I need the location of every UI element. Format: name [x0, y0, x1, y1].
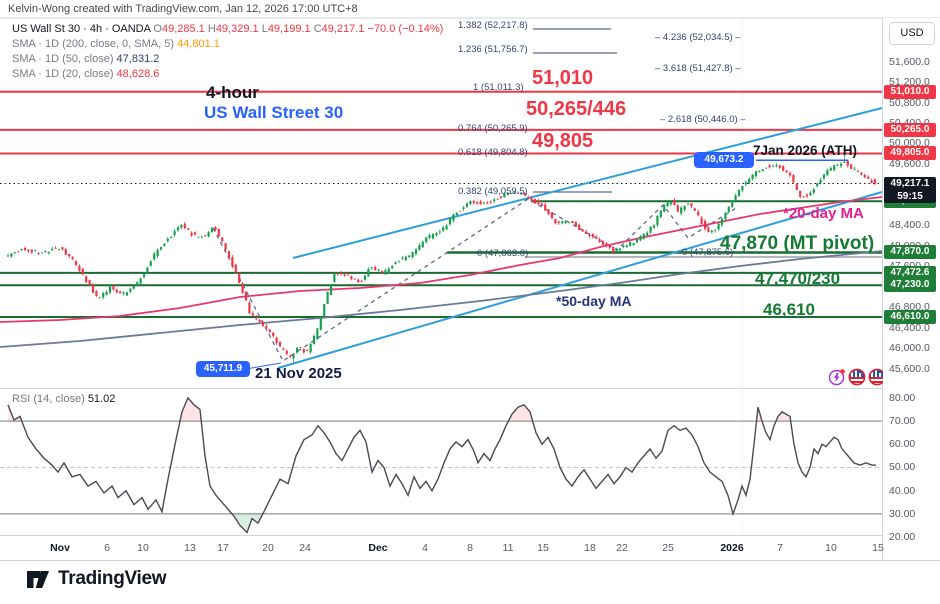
annotation-ath-note[interactable]: 7Jan 2026 (ATH) [753, 143, 858, 158]
reaction-bolt-icon[interactable] [828, 368, 846, 386]
time-tick: 7 [777, 542, 783, 554]
fib-level-label: 1.382 (52,217.8) [458, 20, 528, 31]
price-tick: 46,000.0 [889, 342, 930, 355]
fib-level-label: 0.382 (49,059.5) [458, 186, 528, 197]
time-tick: 25 [662, 542, 674, 554]
legend-segment: SMA · 1D (50, close) [12, 53, 117, 65]
time-tick: 18 [584, 542, 596, 554]
time-tick: 10 [825, 542, 837, 554]
legend-segment: 44,801.1 [177, 38, 220, 50]
price-tick: 45,600.0 [889, 362, 930, 375]
annotation-level-46610[interactable]: 46,610 [763, 300, 815, 319]
fib-level-label: 0 (47,863.0) [477, 248, 529, 259]
time-tick: 2026 [720, 542, 744, 554]
tradingview-logo-mark [27, 571, 49, 588]
time-tick: 8 [467, 542, 473, 554]
rsi-tick: 20.00 [889, 531, 916, 544]
rsi-tick: 60.00 [889, 438, 916, 451]
price-axis[interactable]: USD 51,600.051,200.050,800.050,400.050,0… [883, 18, 940, 560]
fib-level-label: 0 (47,875.6) [682, 247, 734, 258]
annotation-pivot-note[interactable]: 47,870 (MT pivot) [720, 233, 875, 254]
price-tick: 51,600.0 [889, 55, 930, 68]
level-badge-red: 49,805.0 [884, 146, 936, 161]
legend-segment: 49,199.1 [267, 23, 314, 35]
time-tick: 17 [217, 542, 229, 554]
legend-segment: SMA · 1D (20, close) [12, 68, 117, 80]
symbol-legend[interactable]: US Wall St 30 · 4h · OANDA O49,285.1 H49… [12, 22, 443, 82]
time-tick: 10 [137, 542, 149, 554]
rsi-tick: 30.00 [889, 507, 916, 520]
level-badge-green: 47,230.0 [884, 278, 936, 293]
rsi-legend[interactable]: RSI (14, close) 51.02 [12, 393, 115, 405]
fib-level-label: – 4.236 (52,034.5) – [655, 32, 741, 43]
price-tick: 48,400.0 [889, 219, 930, 232]
fib-level-label: – 3.618 (51,427.8) – [655, 63, 741, 74]
time-tick: 15 [537, 542, 549, 554]
legend-segment: −70.0 (−0.14%) [367, 23, 444, 35]
swing-low-badge[interactable]: 45,711.9 [196, 361, 250, 377]
time-tick: Nov [50, 542, 70, 554]
legend-segment: RSI (14, close) [12, 393, 88, 405]
rsi-tick: 40.00 [889, 484, 916, 497]
legend-segment: 49,329.1 [215, 23, 262, 35]
annotation-timeframe-note[interactable]: 4-hour [206, 83, 259, 102]
level-badge-green: 46,610.0 [884, 309, 936, 324]
attribution-text: Kelvin-Wong created with TradingView.com… [8, 3, 358, 15]
level-badge-green: 47,870.0 [884, 245, 936, 260]
rsi-tick: 70.00 [889, 415, 916, 428]
annotation-ma20-note[interactable]: *20-day MA [783, 205, 864, 222]
time-tick: 24 [299, 542, 311, 554]
time-tick: 20 [262, 542, 274, 554]
annotation-level-49805[interactable]: 49,805 [532, 130, 594, 152]
price-tick: 49,600.0 [889, 157, 930, 170]
time-tick: 22 [616, 542, 628, 554]
level-badge-red: 51,010.0 [884, 84, 936, 99]
annotation-level-47470[interactable]: 47,470/230 [755, 269, 841, 288]
time-tick: Dec [368, 542, 388, 554]
legend-segment: 49,217.1 [321, 23, 368, 35]
price-tick: 46,400.0 [889, 321, 930, 334]
fib-level-label: 1.236 (51,756.7) [458, 44, 528, 55]
fib-level-label: 0.618 (49,804.8) [458, 147, 528, 158]
time-tick: 4 [422, 542, 428, 554]
rsi-tick: 80.00 [889, 391, 916, 404]
currency-button[interactable]: USD [889, 22, 935, 45]
legend-segment: US Wall St 30 · 4h · OANDA [12, 23, 154, 35]
ath-ray-badge[interactable]: 49,673.2 [694, 152, 754, 168]
legend-segment: C [313, 23, 322, 35]
tradingview-logo[interactable]: TradingView [26, 567, 167, 591]
level-badge-green: 47,472.6 [884, 265, 936, 280]
annotation-low-date-note[interactable]: 21 Nov 2025 [255, 365, 342, 382]
legend-segment: 47,831.2 [116, 53, 160, 65]
current-price-badge: 49,217.1 59:15 [884, 176, 936, 203]
annotation-level-51010[interactable]: 51,010 [532, 67, 594, 89]
legend-segment: SMA · 1D (200, close, 0, SMA, 5) [12, 38, 178, 50]
fib-level-label: 1 (51,011.3) [473, 82, 524, 93]
time-tick: 13 [184, 542, 196, 554]
legend-segment: 48,628.6 [116, 68, 160, 80]
fib-level-label: 0.764 (50,265.9) [458, 123, 528, 134]
time-tick: 6 [104, 542, 110, 554]
rsi-tick: 50.00 [889, 461, 916, 474]
annotation-ma50-note[interactable]: *50-day MA [556, 293, 632, 309]
reaction-icons [828, 368, 886, 386]
annotation-level-50265[interactable]: 50,265/446 [526, 98, 627, 120]
legend-segment: H [207, 23, 216, 35]
reaction-flag-chart-icon-1[interactable] [848, 368, 866, 386]
time-tick: 11 [502, 542, 514, 554]
time-axis[interactable]: Nov 6 10 13 17 20 24 Dec 4 8 11 15 18 22 25 2026 7 10 15 [0, 536, 884, 560]
legend-segment: L [261, 23, 268, 35]
price-tick: 50,800.0 [889, 96, 930, 109]
tradingview-logo-text: TradingView [58, 568, 167, 589]
level-badge-red: 50,265.0 [884, 122, 936, 137]
legend-segment: 49,285.1 [161, 23, 208, 35]
fib-level-label: – 2.618 (50,446.0) – [660, 114, 746, 125]
legend-segment: 51.02 [87, 393, 116, 405]
annotation-symbol-note[interactable]: US Wall Street 30 [204, 103, 344, 122]
legend-segment: O [153, 23, 162, 35]
time-tick: 15 [872, 542, 884, 554]
